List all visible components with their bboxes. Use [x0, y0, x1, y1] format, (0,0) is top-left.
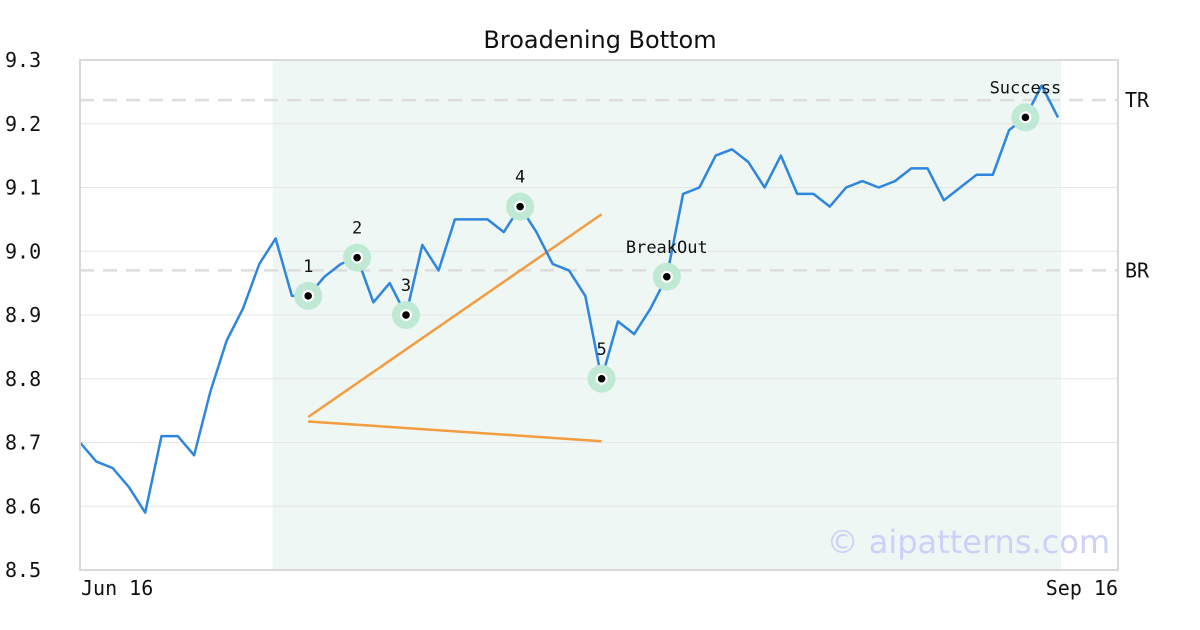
pivot-point — [1021, 113, 1030, 122]
watermark: © aipatterns.com — [827, 523, 1110, 561]
pivot-label: 4 — [515, 168, 525, 188]
pivot-point — [663, 272, 671, 281]
y-tick-label: 8.5 — [5, 558, 41, 582]
pivot-point — [353, 253, 361, 262]
trend-line — [307, 213, 603, 419]
reference-line-label: TR — [1125, 88, 1150, 112]
pivot-label: 2 — [352, 219, 362, 239]
y-tick-label: 8.8 — [5, 367, 41, 391]
pivot-label: 1 — [303, 257, 313, 277]
reference-line-label: BR — [1125, 258, 1150, 282]
plot-border — [79, 59, 1119, 571]
price-series-line — [79, 84, 1060, 514]
chart-title: Broadening Bottom — [483, 26, 716, 54]
y-tick-label: 8.6 — [5, 494, 41, 518]
y-tick-label: 9.2 — [5, 112, 41, 136]
pivot-label: Success — [990, 78, 1062, 98]
x-tick-label: Sep 16 — [1046, 576, 1118, 600]
pivot-point — [402, 311, 410, 319]
trend-line — [308, 420, 602, 443]
pivot-label: 3 — [401, 276, 411, 296]
pivot-point — [516, 202, 524, 211]
x-tick-label: Jun 16 — [81, 576, 153, 600]
y-tick-label: 8.7 — [5, 431, 41, 455]
pivot-point — [304, 292, 313, 300]
y-tick-label: 9.1 — [5, 176, 41, 200]
pivot-label: BreakOut — [626, 238, 708, 258]
y-tick-label: 9.3 — [5, 48, 41, 72]
pivot-label: 5 — [596, 340, 606, 360]
y-tick-label: 9.0 — [5, 239, 41, 263]
y-tick-label: 8.9 — [5, 303, 41, 327]
pivot-point — [597, 374, 606, 383]
